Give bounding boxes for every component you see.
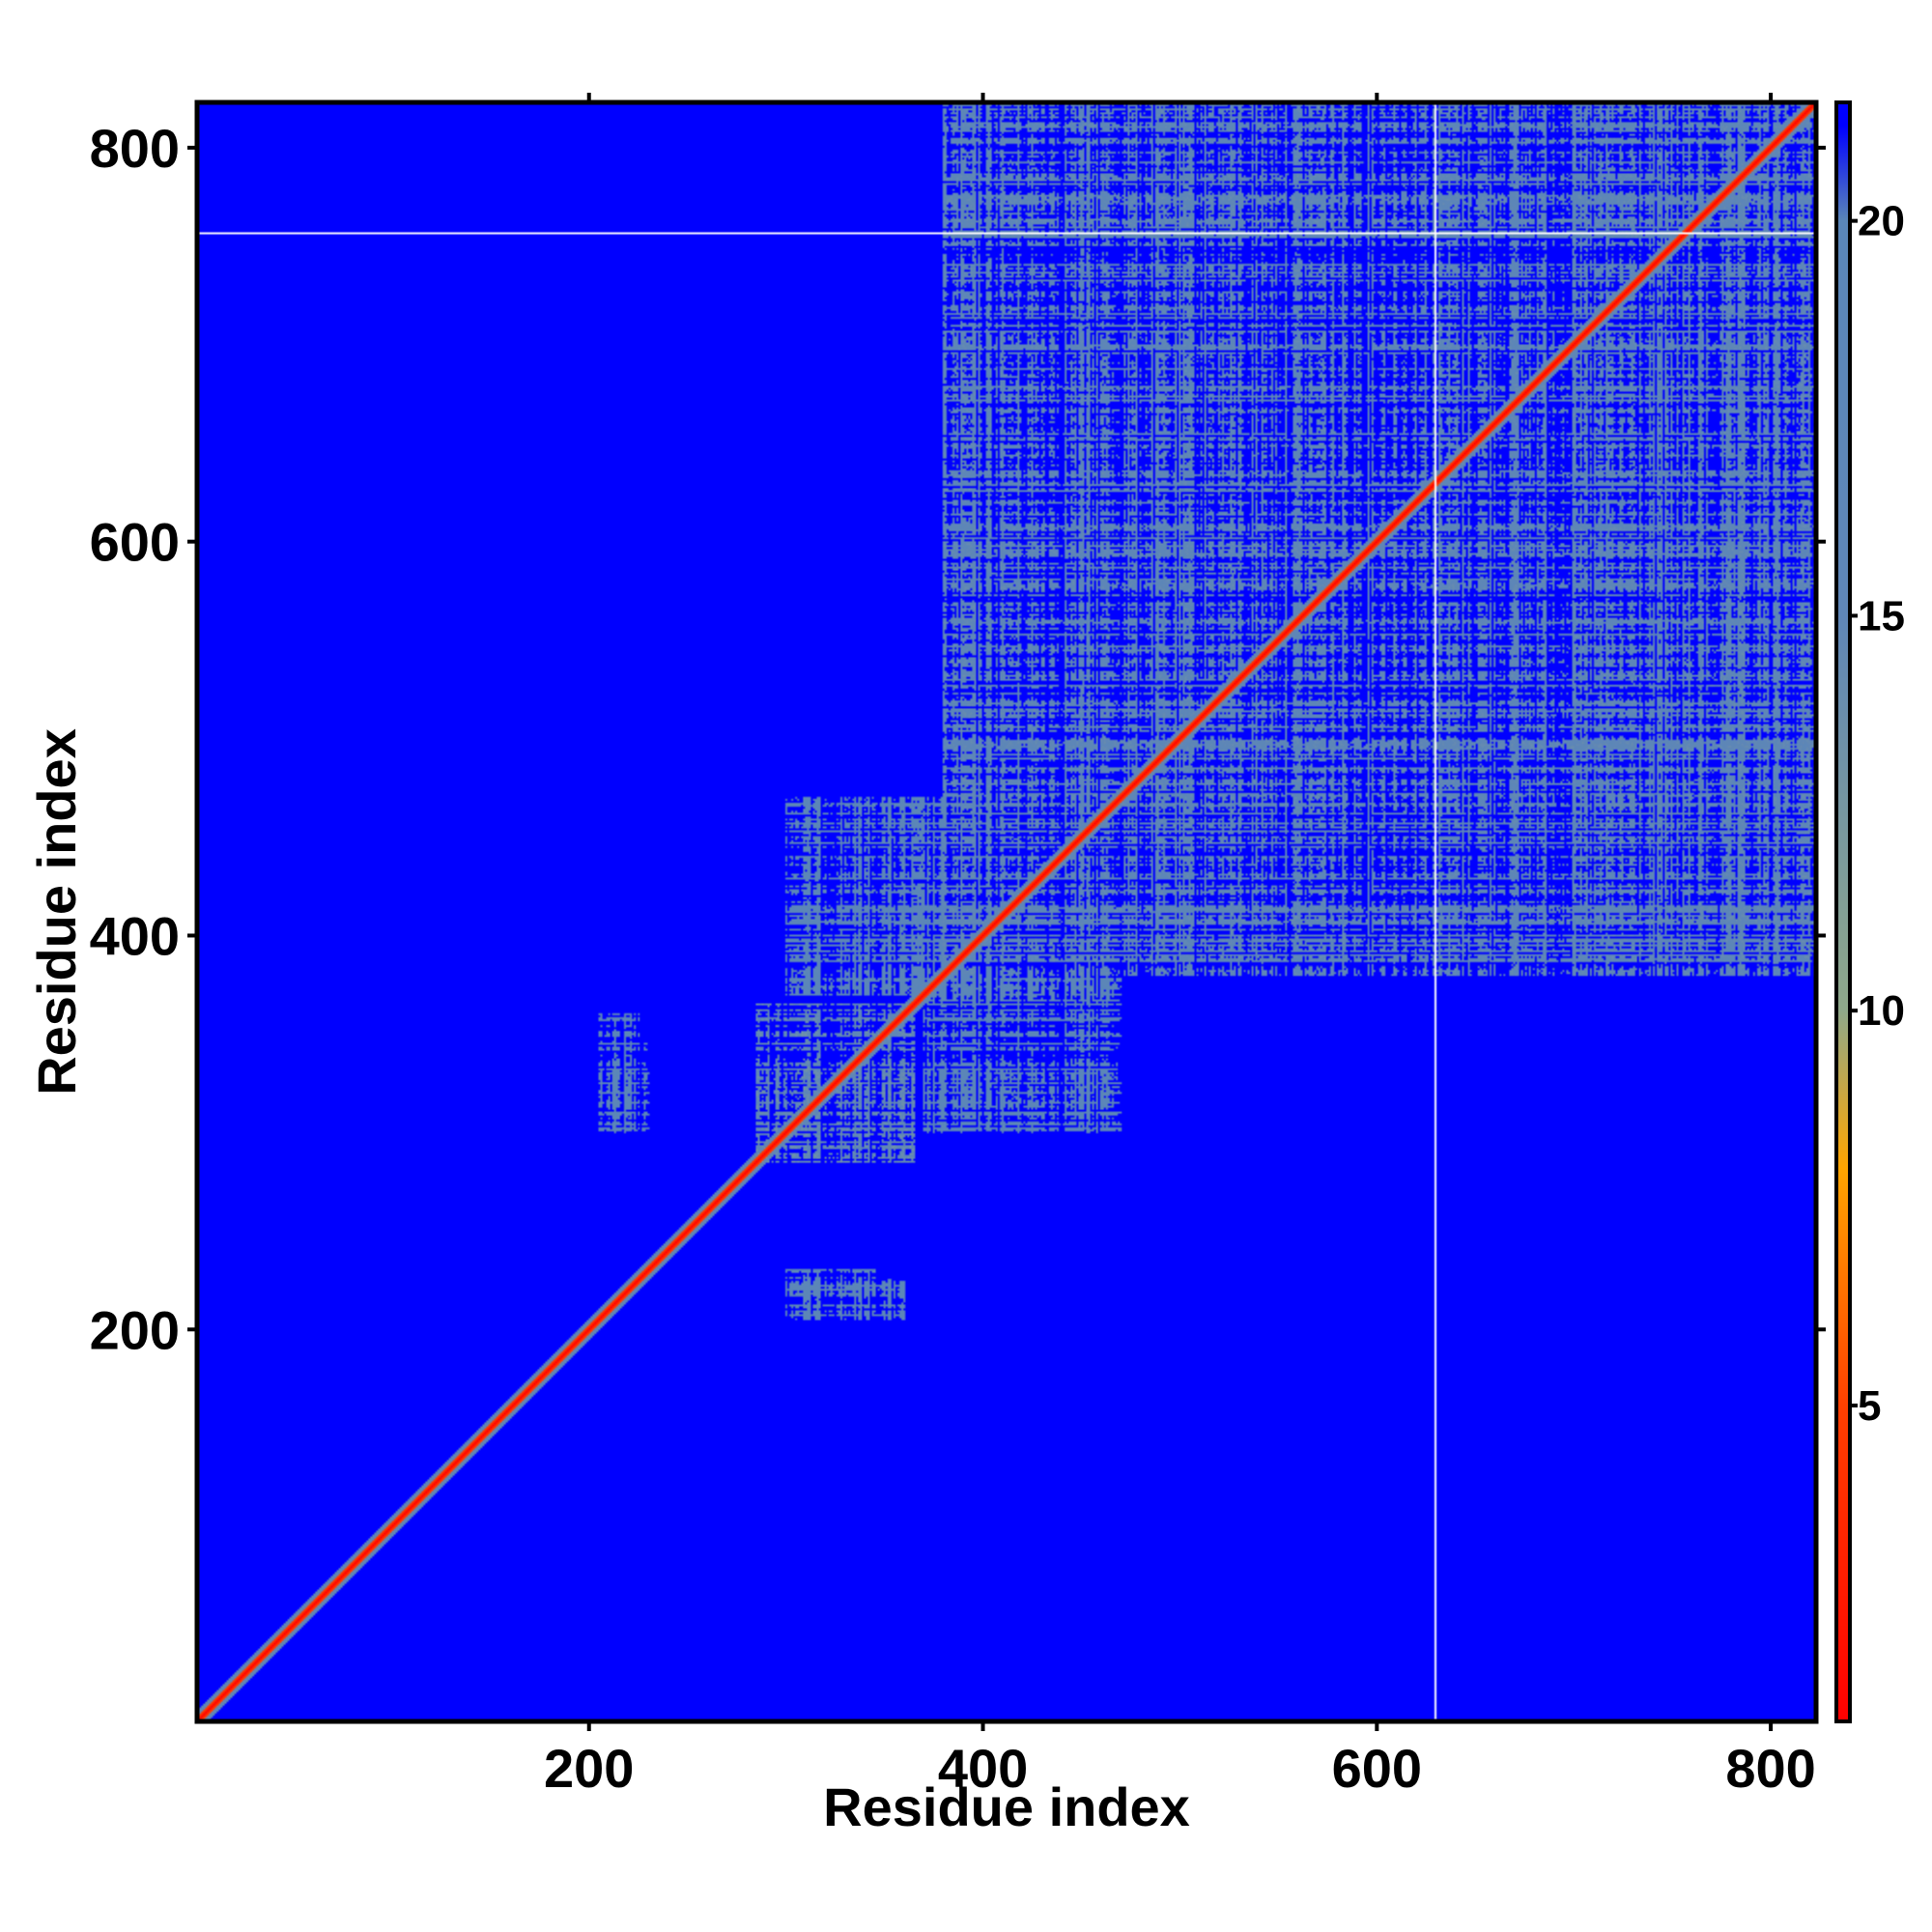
y-tick-label: 400 [90,905,180,966]
heatmap-image [197,102,1816,1721]
axis-ticks [187,93,1826,1731]
colorbar [1834,100,1852,1723]
x-tick-label: 600 [1332,1738,1422,1799]
colorbar-tick-label: 15 [1858,592,1905,639]
colorbar-tick-label: 20 [1858,198,1905,245]
plot-frame [194,99,1819,1724]
colorbar-tick-label: 5 [1858,1382,1881,1430]
x-tick-label: 200 [544,1738,634,1799]
y-tick-label: 600 [90,512,180,573]
x-tick-label: 400 [938,1738,1028,1799]
axis-tick-labels: 200 400 600 800 200 400 600 800 [90,118,1816,1799]
y-tick-label: 200 [90,1299,180,1360]
colorbar-ticks: 5 10 15 20 [1850,198,1905,1430]
colorbar-tick-label: 10 [1858,987,1905,1035]
y-axis-label: Residue index [26,728,87,1095]
x-axis-label: Residue index [823,1776,1190,1837]
x-tick-label: 800 [1725,1738,1815,1799]
y-tick-label: 800 [90,118,180,179]
